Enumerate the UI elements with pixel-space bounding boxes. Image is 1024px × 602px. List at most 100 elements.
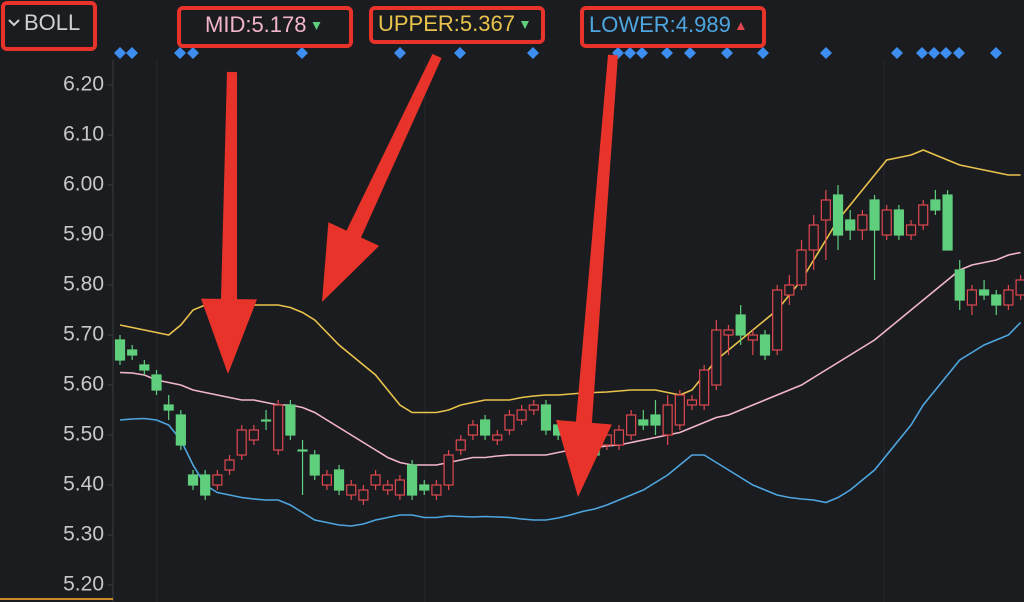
candle-body — [540, 404, 552, 431]
candle-body — [297, 449, 308, 452]
signal-marker — [126, 47, 138, 59]
y-tick-label: 5.30 — [63, 523, 104, 546]
candle-body — [346, 484, 357, 496]
candle-body — [236, 429, 247, 456]
signal-marker — [394, 47, 406, 59]
candle-body — [260, 419, 272, 422]
candle-body — [151, 374, 162, 391]
y-tick-label: 6.00 — [63, 173, 104, 196]
candle-body — [1015, 279, 1024, 296]
candle-body — [747, 334, 758, 341]
candle-body — [662, 404, 673, 436]
candle-body — [504, 414, 515, 431]
candle-body — [480, 419, 491, 436]
signal-marker — [661, 47, 673, 59]
legend-label: MID:5.178 — [205, 12, 307, 37]
signal-marker — [624, 47, 636, 59]
y-tick-label: 5.40 — [63, 473, 104, 496]
annotations — [1, 1, 766, 497]
candle-body — [930, 199, 941, 211]
candle-body — [248, 429, 259, 441]
candle-body — [626, 414, 637, 436]
y-tick-label: 5.60 — [63, 373, 104, 396]
y-tick-label: 5.50 — [63, 423, 104, 446]
candle-body — [954, 269, 965, 301]
band-line — [119, 321, 1022, 527]
trend-arrow — [312, 22, 321, 30]
candle-body — [893, 209, 904, 236]
candle-body — [163, 404, 174, 411]
candle-body — [382, 484, 393, 491]
candle-body — [735, 314, 746, 336]
signal-marker — [953, 47, 965, 59]
signal-marker — [296, 47, 308, 59]
callout-arrow — [556, 54, 618, 497]
candle-body — [869, 199, 880, 231]
candle-body — [516, 409, 527, 421]
candle-body — [966, 289, 978, 306]
candle-body — [127, 349, 138, 356]
signal-marker — [916, 47, 928, 59]
trend-arrow — [520, 21, 529, 29]
candle-body — [224, 459, 235, 471]
plot: 5.20 5.30 5.40 5.50 5.60 5.70 5.80 5.90 6.00 6.10… — [63, 47, 1024, 596]
candle-body — [699, 369, 710, 406]
candle-body — [686, 399, 698, 406]
candle-body — [857, 214, 868, 231]
signal-marker — [454, 47, 466, 59]
candle-body — [845, 219, 856, 231]
candle-body — [370, 474, 381, 486]
candle-body — [187, 474, 199, 486]
candle-body — [613, 429, 625, 446]
signal-marker — [820, 47, 832, 59]
y-tick-label: 5.20 — [63, 573, 104, 596]
candle-body — [674, 394, 685, 426]
candle-body — [978, 289, 990, 296]
indicator-name[interactable]: BOLL — [24, 10, 80, 35]
signal-marker — [636, 47, 648, 59]
callout-arrow — [322, 53, 442, 302]
legend-label: UPPER:5.367 — [378, 11, 515, 36]
candle-body — [333, 469, 345, 491]
candle-body — [200, 474, 211, 496]
candle-body — [431, 484, 442, 496]
candle-body — [991, 294, 1002, 306]
candle-body — [808, 224, 819, 251]
candle-body — [759, 334, 771, 356]
y-tick-label: 5.90 — [63, 223, 104, 246]
candle-body — [419, 484, 430, 491]
signal-marker — [114, 47, 126, 59]
signal-marker — [527, 47, 539, 59]
candle-body — [772, 289, 783, 351]
legend: MID:5.178 UPPER:5.367 LOWER:4.989 — [205, 11, 745, 37]
candle-body — [1003, 289, 1014, 306]
candle-body — [285, 404, 296, 436]
candle-body — [492, 434, 503, 441]
candle-body — [114, 339, 126, 361]
candle-body — [394, 479, 406, 496]
candle-body — [358, 489, 369, 501]
candle-body — [528, 404, 539, 411]
band-line — [119, 149, 1021, 414]
candle-body — [905, 224, 917, 236]
candle-body — [711, 329, 722, 386]
candle-body — [443, 454, 454, 486]
candle-body — [942, 194, 953, 251]
chevron[interactable] — [8, 19, 20, 27]
candle-body — [881, 209, 892, 236]
candle-body — [309, 454, 320, 476]
trend-arrow — [736, 22, 745, 30]
signal-marker — [891, 47, 903, 59]
candle-body — [820, 199, 831, 221]
candle-body — [212, 474, 223, 486]
candle-body — [455, 439, 466, 451]
signal-marker — [928, 47, 940, 59]
candle-body — [406, 464, 418, 496]
callout-arrow — [200, 71, 257, 375]
candle-body — [139, 364, 150, 371]
highlight-box — [177, 6, 353, 48]
candle-body — [175, 414, 186, 446]
signal-marker — [940, 47, 952, 59]
